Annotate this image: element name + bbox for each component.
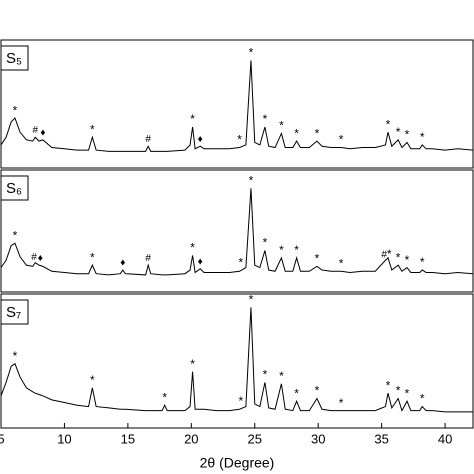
sample-label: S₆ [6, 180, 22, 197]
peak-marker: * [13, 349, 18, 363]
peak-marker: # [31, 252, 37, 263]
peak-marker: * [249, 173, 254, 187]
peak-marker: * [294, 243, 299, 257]
peak-marker: * [405, 386, 410, 400]
sample-label-box [0, 299, 29, 325]
x-tick-label: 5 [0, 431, 5, 446]
peak-marker: * [263, 236, 268, 250]
peak-marker: * [279, 243, 284, 257]
peak-marker: * [249, 46, 254, 60]
peak-marker: * [405, 253, 410, 267]
peak-marker: ♦ [198, 134, 203, 145]
peak-marker: * [162, 390, 167, 404]
peak-marker: * [279, 369, 284, 383]
peak-marker: * [386, 117, 391, 131]
peak-marker: * [315, 384, 320, 398]
peak-marker: * [249, 293, 254, 307]
peak-marker: * [237, 133, 242, 147]
panel-frame [0, 169, 474, 293]
peak-marker: * [315, 126, 320, 140]
peak-marker: ♦ [120, 258, 125, 269]
peak-marker: * [13, 103, 18, 117]
peak-marker: # [145, 134, 151, 145]
peak-marker: ♦ [40, 127, 45, 138]
peak-marker: * [294, 126, 299, 140]
peak-marker: * [387, 247, 392, 261]
peak-marker: * [396, 125, 401, 139]
x-tick-label: 25 [248, 431, 262, 446]
peak-marker: * [13, 228, 18, 242]
peak-marker: * [396, 384, 401, 398]
peak-marker: # [381, 249, 387, 260]
x-tick-label: 30 [311, 431, 325, 446]
peak-marker: * [190, 112, 195, 126]
x-axis-label: 2θ (Degree) [200, 455, 275, 471]
peak-marker: * [339, 133, 344, 147]
peak-marker: * [190, 357, 195, 371]
peak-marker: ♦ [38, 253, 43, 264]
x-tick-label: 10 [57, 431, 71, 446]
peak-marker: * [238, 394, 243, 408]
xrd-line [0, 307, 473, 413]
x-tick-label: 15 [121, 431, 135, 446]
sample-label-box [0, 175, 29, 201]
x-tick-label: 20 [184, 431, 198, 446]
xrd-line [0, 60, 474, 152]
peak-marker: * [263, 368, 268, 382]
peak-marker: * [190, 241, 195, 255]
peak-marker: * [294, 386, 299, 400]
sample-label: S₇ [6, 304, 21, 321]
peak-marker: * [90, 373, 95, 387]
peak-marker: * [279, 119, 284, 133]
peak-marker: ♦ [198, 256, 203, 267]
x-tick-label: 35 [374, 431, 388, 446]
peak-marker: * [90, 122, 95, 136]
x-tick-label: 40 [438, 431, 452, 446]
peak-marker: # [145, 253, 151, 264]
peak-marker: * [420, 130, 425, 144]
panel-frame [0, 293, 474, 429]
peak-marker: * [90, 250, 95, 264]
sample-label: S₅ [6, 50, 22, 67]
sample-label-box [0, 45, 29, 71]
panel-frame [0, 39, 474, 169]
peak-marker: * [420, 255, 425, 269]
peak-marker: # [32, 125, 38, 136]
xrd-line [0, 188, 474, 276]
peak-marker: * [386, 378, 391, 392]
peak-marker: * [263, 112, 268, 126]
peak-marker: * [339, 256, 344, 270]
peak-marker: * [396, 250, 401, 264]
peak-marker: * [238, 256, 243, 270]
peak-marker: * [339, 396, 344, 410]
peak-marker: * [405, 128, 410, 142]
peak-marker: * [315, 252, 320, 266]
peak-marker: * [420, 392, 425, 406]
